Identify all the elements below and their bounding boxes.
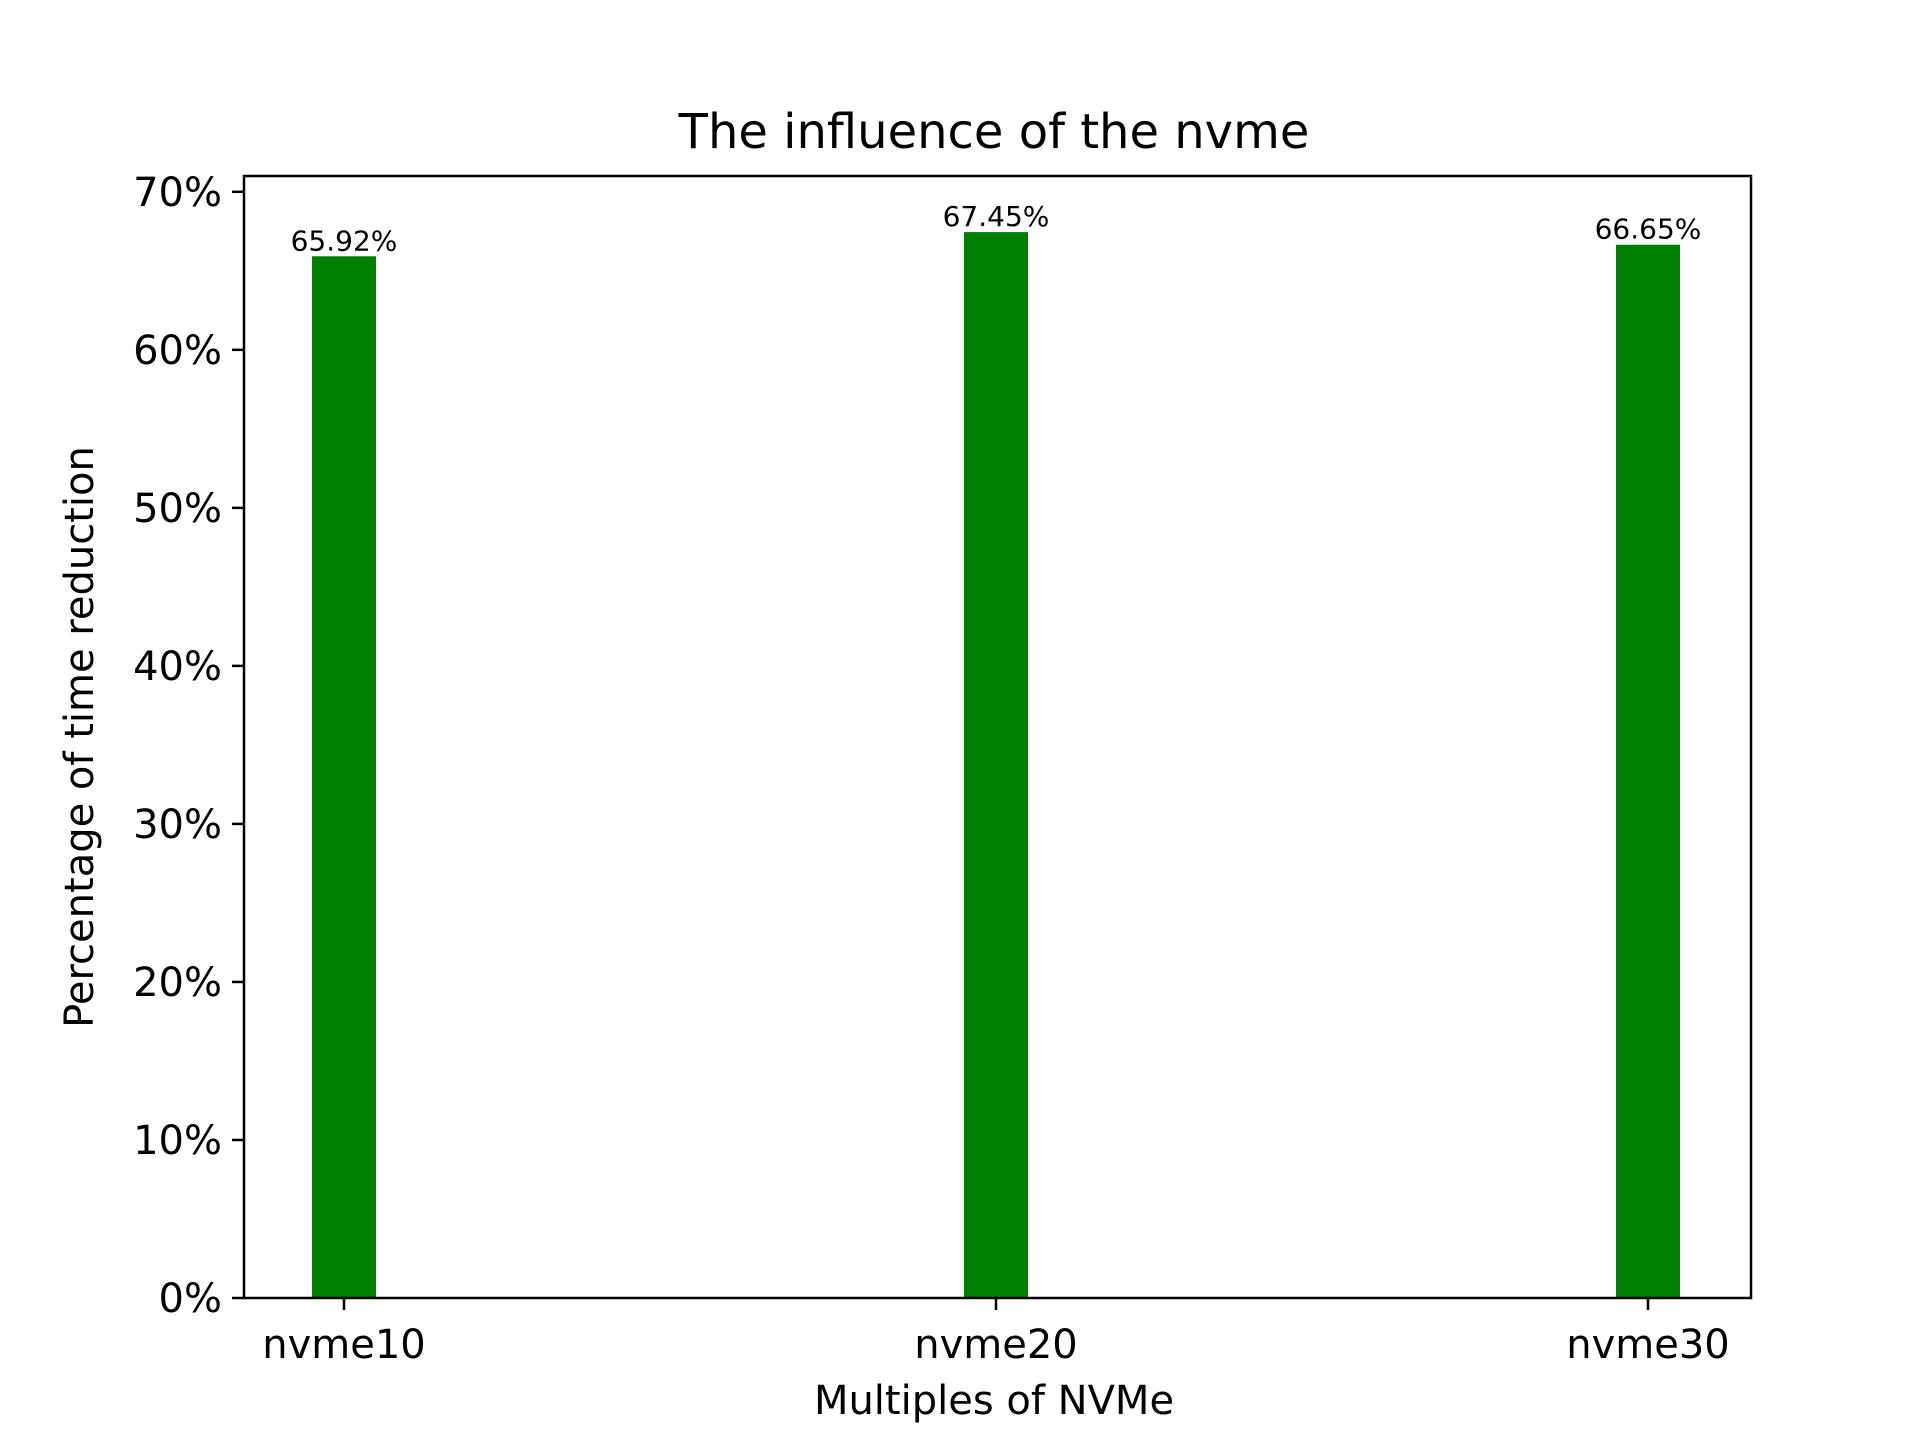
y-tick-label-20: 20% <box>133 960 222 1006</box>
y-axis-ticks: 0% 10% 20% 30% 40% 50% 60% 70% <box>133 170 244 1322</box>
bars-group <box>312 232 1680 1299</box>
y-tick-label-40: 40% <box>133 644 222 690</box>
y-tick-label-30: 30% <box>133 802 222 848</box>
bar-value-labels: 65.92% 67.45% 66.65% <box>291 200 1702 257</box>
chart-title: The influence of the nvme <box>678 104 1310 160</box>
bar-nvme30 <box>1616 244 1680 1299</box>
bar-value-label-nvme20: 67.45% <box>943 200 1050 233</box>
x-tick-label-nvme30: nvme30 <box>1566 1322 1730 1368</box>
y-tick-label-70: 70% <box>133 170 222 216</box>
plot-frame <box>242 174 1753 1300</box>
y-axis-label: Percentage of time reduction <box>57 446 103 1028</box>
y-tick-label-0: 0% <box>159 1276 222 1322</box>
bar-value-label-nvme30: 66.65% <box>1595 213 1702 246</box>
x-tick-label-nvme10: nvme10 <box>262 1322 426 1368</box>
x-tick-label-nvme20: nvme20 <box>914 1322 1078 1368</box>
bar-value-label-nvme10: 65.92% <box>291 224 398 257</box>
x-axis-ticks: nvme10 nvme20 nvme30 <box>262 1298 1730 1368</box>
x-axis-label: Multiples of NVMe <box>814 1378 1174 1424</box>
y-tick-label-50: 50% <box>133 486 222 532</box>
y-tick-label-10: 10% <box>133 1118 222 1164</box>
bar-nvme20 <box>964 232 1028 1299</box>
y-tick-label-60: 60% <box>133 328 222 374</box>
bar-nvme10 <box>312 256 376 1298</box>
